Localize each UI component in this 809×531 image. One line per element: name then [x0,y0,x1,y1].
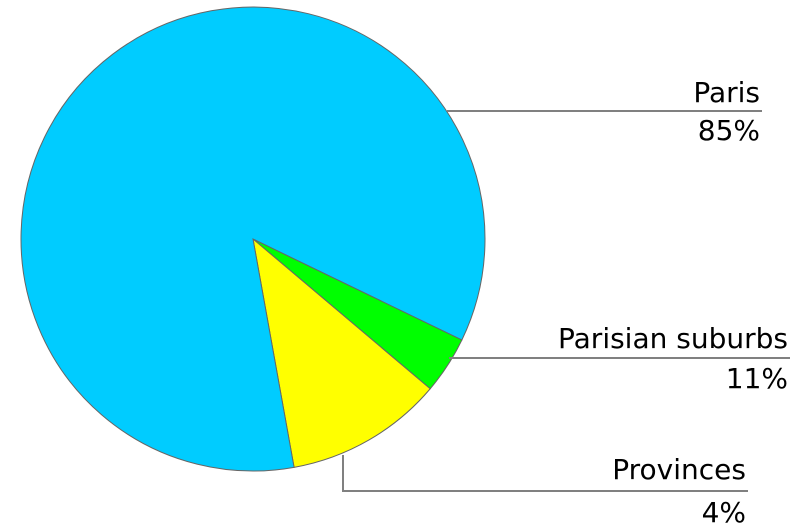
pie [20,6,486,472]
slice-label: Paris [693,76,760,109]
pie-slice [20,6,486,472]
slice-label: Parisian suburbs [558,322,788,355]
pie-slice [252,237,431,468]
leader-line [342,455,748,492]
value-label: 11% [726,362,788,395]
slice-label: Provinces [612,453,746,486]
value-label: 4% [702,496,746,529]
value-label: 85% [698,114,760,147]
